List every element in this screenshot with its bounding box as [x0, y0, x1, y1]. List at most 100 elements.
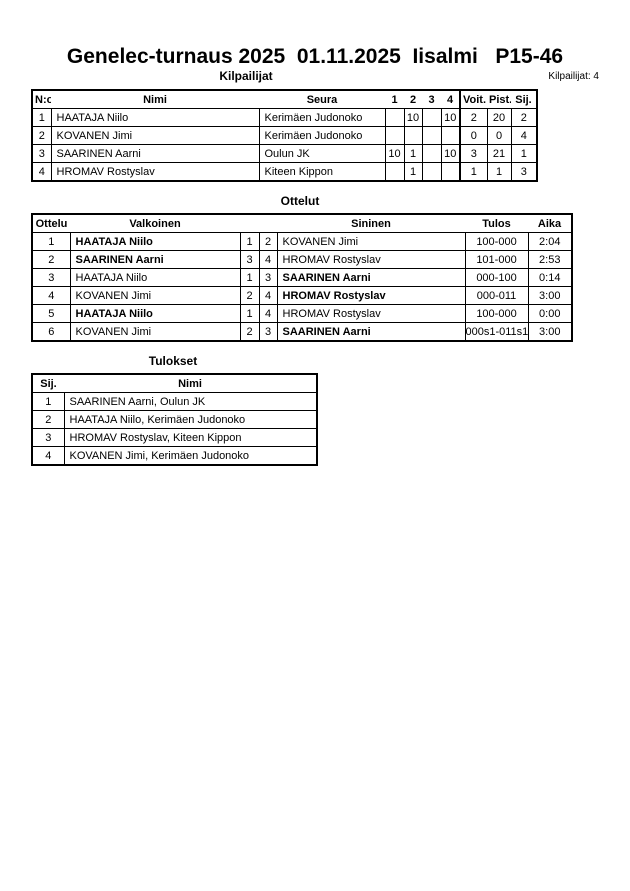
- match-time: 0:14: [527, 268, 573, 287]
- match-row: 6 KOVANEN Jimi 2 3 SAARINEN Aarni 000s1-011s1…: [31, 322, 573, 342]
- results-table: Sij. Nimi 1 SAARINEN Aarni, Oulun JK 2 HAAT…: [31, 373, 318, 466]
- header-6: 4: [441, 89, 460, 109]
- match-row: 1 HAATAJA Niilo 1 2 KOVANEN Jimi 100-000 2:04: [31, 232, 573, 251]
- match-row: 3 HAATAJA Niilo 1 3 SAARINEN Aarni 000-100 0:1…: [31, 268, 573, 287]
- result-name: HROMAV Rostyslav, Kiteen Kippon: [63, 428, 318, 447]
- competitor-cell: 10: [440, 144, 461, 163]
- competitor-cell: 2: [459, 108, 488, 127]
- competitor-cell: 4: [510, 126, 538, 145]
- header-valkoinen: Valkoinen: [70, 213, 240, 233]
- competitor-cell: 3: [510, 162, 538, 182]
- match-time: 2:04: [527, 232, 573, 251]
- competitor-cell: 10: [440, 108, 461, 127]
- competitor-cell: 21: [486, 144, 512, 163]
- competitor-cell: 4: [31, 162, 52, 182]
- match-row: 5 HAATAJA Niilo 1 4 HROMAV Rostyslav 100-000 0…: [31, 304, 573, 323]
- white-competitor: HAATAJA Niilo: [69, 232, 241, 251]
- match-result: 100-000: [464, 232, 529, 251]
- match-number: 3: [31, 268, 71, 287]
- competitor-cell: 2: [31, 126, 52, 145]
- competitor-count: Kilpailijat: 4: [548, 71, 599, 82]
- white-competitor: HAATAJA Niilo: [69, 304, 241, 323]
- page-title: Genelec-turnaus 2025 01.11.2025 Iisalmi …: [66, 45, 564, 68]
- match-time: 0:00: [527, 304, 573, 323]
- competitor-cell: Kerimäen Judonoko: [258, 126, 386, 145]
- header-spacer: [240, 213, 277, 233]
- competitor-cell: 1: [510, 144, 538, 163]
- competitor-cell: 1: [31, 108, 52, 127]
- competitor-cell: HAATAJA Niilo: [50, 108, 260, 127]
- match-result: 000-011: [464, 286, 529, 305]
- header-7: Voit.: [459, 89, 487, 109]
- competitor-cell: [440, 162, 461, 182]
- competitor-cell: HROMAV Rostyslav: [50, 162, 260, 182]
- competitor-cell: 3: [459, 144, 488, 163]
- white-competitor: KOVANEN Jimi: [69, 322, 241, 342]
- competitor-cell: [384, 162, 405, 182]
- competitor-cell: [384, 126, 405, 145]
- header-aika: Aika: [528, 213, 572, 233]
- competitor-cell: 20: [486, 108, 512, 127]
- header-ottelu: Ottelu: [32, 213, 70, 233]
- blue-competitor: HROMAV Rostyslav: [276, 250, 466, 269]
- competitor-cell: Oulun JK: [258, 144, 386, 163]
- match-result: 000-100: [464, 268, 529, 287]
- result-rank: 4: [31, 446, 65, 466]
- header-8: Pist.: [487, 89, 511, 109]
- blue-number: 3: [258, 268, 278, 287]
- result-row: 1 SAARINEN Aarni, Oulun JK: [31, 392, 318, 411]
- white-competitor: HAATAJA Niilo: [69, 268, 241, 287]
- matches-table: Ottelu Valkoinen Sininen Tulos Aika 1 HAA…: [31, 213, 573, 342]
- competitor-cell: SAARINEN Aarni: [50, 144, 260, 163]
- blue-competitor: KOVANEN Jimi: [276, 232, 466, 251]
- match-time: 2:53: [527, 250, 573, 269]
- white-number: 1: [239, 304, 260, 323]
- result-name: SAARINEN Aarni, Oulun JK: [63, 392, 318, 411]
- result-rank: 3: [31, 428, 65, 447]
- match-result: 101-000: [464, 250, 529, 269]
- match-time: 3:00: [527, 322, 573, 342]
- white-number: 1: [239, 268, 260, 287]
- match-number: 1: [31, 232, 71, 251]
- competitor-cell: 1: [459, 162, 488, 182]
- match-time: 3:00: [527, 286, 573, 305]
- blue-competitor: SAARINEN Aarni: [276, 268, 466, 287]
- blue-number: 4: [258, 250, 278, 269]
- white-number: 2: [239, 322, 260, 342]
- header-tulos: Tulos: [465, 213, 528, 233]
- match-number: 5: [31, 304, 71, 323]
- header-4: 2: [404, 89, 422, 109]
- blue-competitor: SAARINEN Aarni: [276, 322, 466, 342]
- competitor-cell: 0: [459, 126, 488, 145]
- white-number: 2: [239, 286, 260, 305]
- header-9: Sij.: [511, 89, 537, 109]
- competitor-cell: Kerimäen Judonoko: [258, 108, 386, 127]
- blue-number: 4: [258, 304, 278, 323]
- competitor-cell: [440, 126, 461, 145]
- header-1: Nimi: [51, 89, 259, 109]
- blue-number: 4: [258, 286, 278, 305]
- header-3: 1: [385, 89, 404, 109]
- result-row: 4 KOVANEN Jimi, Kerimäen Judonoko: [31, 446, 318, 466]
- result-row: 2 HAATAJA Niilo, Kerimäen Judonoko: [31, 410, 318, 429]
- competitor-cell: 3: [31, 144, 52, 163]
- competitor-row: 3 SAARINEN Aarni Oulun JK 10 1 10 3 21 1: [31, 144, 538, 163]
- competitor-cell: [384, 108, 405, 127]
- results-heading: Tulokset: [148, 354, 198, 368]
- competitor-cell: 10: [403, 108, 423, 127]
- header-5: 3: [422, 89, 441, 109]
- competitor-cell: [421, 162, 442, 182]
- result-name: KOVANEN Jimi, Kerimäen Judonoko: [63, 446, 318, 466]
- header-2: Seura: [259, 89, 385, 109]
- competitor-cell: [421, 108, 442, 127]
- white-competitor: SAARINEN Aarni: [69, 250, 241, 269]
- blue-number: 2: [258, 232, 278, 251]
- blue-competitor: HROMAV Rostyslav: [276, 304, 466, 323]
- competitor-cell: [421, 126, 442, 145]
- match-row: 2 SAARINEN Aarni 3 4 HROMAV Rostyslav 101-000…: [31, 250, 573, 269]
- competitor-row: 1 HAATAJA Niilo Kerimäen Judonoko 10 10 2 20 2: [31, 108, 538, 127]
- competitor-row: 2 KOVANEN Jimi Kerimäen Judonoko 0 0 4: [31, 126, 538, 145]
- match-result: 100-000: [464, 304, 529, 323]
